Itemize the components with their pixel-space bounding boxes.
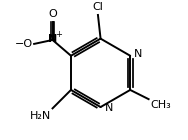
Text: Cl: Cl	[92, 2, 103, 12]
Text: N: N	[134, 49, 143, 59]
Text: CH₃: CH₃	[150, 101, 171, 110]
Text: N: N	[48, 34, 57, 44]
Text: N: N	[105, 103, 113, 113]
Text: +: +	[55, 30, 62, 39]
Text: O: O	[48, 9, 57, 19]
Text: −O: −O	[15, 39, 33, 49]
Text: H₂N: H₂N	[30, 111, 51, 121]
